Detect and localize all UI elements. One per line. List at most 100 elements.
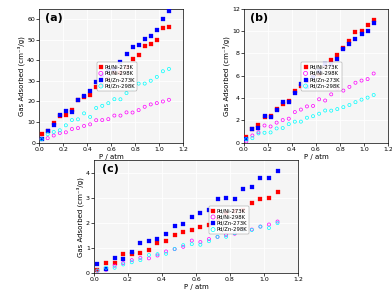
Pd/Ni-298K	[142, 105, 148, 109]
Legend: Pd/Ni-273K, Pd/Ni-298K, Pd/Zn-273K, Pd/Zn-298K: Pd/Ni-273K, Pd/Ni-298K, Pd/Zn-273K, Pd/Z…	[301, 62, 342, 91]
Pd/Zn-298K	[142, 81, 148, 86]
Pd/Zn-298K	[261, 130, 268, 135]
Pd/Ni-273K	[111, 260, 118, 265]
Pd/Ni-273K	[286, 99, 292, 104]
Pd/Zn-273K	[223, 195, 229, 200]
Pd/Ni-298K	[352, 80, 359, 85]
Pd/Ni-273K	[123, 65, 130, 69]
Pd/Zn-273K	[63, 109, 69, 114]
Pd/Zn-273K	[172, 223, 178, 228]
Pd/Zn-298K	[57, 128, 63, 133]
Pd/Ni-298K	[38, 136, 45, 141]
Pd/Ni-298K	[69, 127, 75, 132]
Pd/Zn-273K	[99, 73, 105, 78]
Pd/Zn-273K	[328, 62, 334, 67]
Pd/Ni-298K	[146, 256, 152, 261]
Legend: Pd/Ni-273K, Pd/Ni-298K, Pd/Zn-273K, Pd/Zn-298K: Pd/Ni-273K, Pd/Ni-298K, Pd/Zn-273K, Pd/Z…	[209, 206, 249, 234]
Y-axis label: Gas Adsorbed (cm⁻³/g): Gas Adsorbed (cm⁻³/g)	[222, 36, 230, 116]
Pd/Ni-273K	[163, 238, 169, 243]
Pd/Zn-298K	[146, 252, 152, 257]
Pd/Ni-273K	[93, 85, 99, 90]
Pd/Zn-298K	[163, 251, 169, 256]
Pd/Zn-298K	[69, 118, 75, 122]
Pd/Ni-273K	[57, 113, 63, 118]
Pd/Zn-298K	[63, 123, 69, 128]
Pd/Ni-273K	[154, 241, 161, 246]
Pd/Zn-273K	[166, 9, 172, 14]
Pd/Zn-273K	[352, 37, 359, 42]
Pd/Ni-273K	[45, 128, 51, 133]
Pd/Zn-298K	[160, 69, 166, 74]
Pd/Zn-273K	[334, 57, 340, 62]
Pd/Ni-273K	[298, 83, 304, 88]
Pd/Ni-298K	[45, 136, 51, 140]
Pd/Zn-298K	[180, 243, 186, 248]
Pd/Zn-273K	[146, 239, 152, 244]
Pd/Ni-298K	[123, 110, 130, 115]
Pd/Ni-298K	[105, 117, 111, 121]
Pd/Ni-298K	[214, 235, 221, 239]
Pd/Ni-273K	[346, 39, 352, 44]
Pd/Ni-298K	[316, 97, 322, 102]
Pd/Zn-273K	[255, 125, 261, 130]
Pd/Ni-298K	[189, 238, 195, 243]
Pd/Zn-298K	[316, 111, 322, 116]
Pd/Ni-298K	[117, 113, 123, 118]
Pd/Ni-298K	[75, 126, 81, 130]
Pd/Zn-273K	[261, 113, 268, 118]
Pd/Ni-298K	[257, 224, 263, 229]
Pd/Zn-298K	[365, 95, 371, 100]
Pd/Ni-298K	[163, 249, 169, 254]
Pd/Zn-298K	[137, 258, 143, 263]
Pd/Zn-273K	[189, 215, 195, 220]
Pd/Zn-273K	[197, 211, 203, 215]
X-axis label: P / atm: P / atm	[99, 154, 123, 160]
Pd/Zn-298K	[148, 78, 154, 83]
Pd/Ni-298K	[274, 120, 280, 125]
Pd/Zn-298K	[154, 252, 161, 257]
Pd/Ni-298K	[286, 116, 292, 121]
Pd/Zn-298K	[105, 101, 111, 105]
Pd/Zn-298K	[172, 247, 178, 251]
Legend: Pd/Ni-273K, Pd/Ni-298K, Pd/Zn-273K, Pd/Zn-298K: Pd/Ni-273K, Pd/Ni-298K, Pd/Zn-273K, Pd/Z…	[96, 62, 137, 91]
Pd/Zn-298K	[94, 268, 101, 273]
Pd/Zn-298K	[75, 117, 81, 122]
Pd/Ni-273K	[267, 113, 274, 118]
Pd/Ni-273K	[214, 217, 221, 222]
Pd/Zn-273K	[257, 176, 263, 181]
Pd/Zn-298K	[266, 226, 272, 230]
Pd/Zn-273K	[123, 52, 130, 57]
Pd/Ni-298K	[249, 133, 256, 138]
Pd/Ni-298K	[365, 77, 371, 81]
Pd/Zn-273K	[148, 33, 154, 38]
Pd/Ni-273K	[146, 247, 152, 252]
Pd/Zn-298K	[340, 105, 347, 110]
Pd/Ni-298K	[81, 124, 87, 128]
Pd/Ni-298K	[94, 268, 101, 273]
Pd/Zn-273K	[57, 113, 63, 117]
Pd/Zn-298K	[111, 266, 118, 270]
Pd/Zn-298K	[166, 67, 172, 71]
Pd/Ni-298K	[206, 237, 212, 241]
Pd/Ni-273K	[340, 46, 347, 50]
Pd/Ni-273K	[81, 95, 87, 99]
Pd/Ni-273K	[310, 74, 316, 78]
Pd/Ni-298K	[334, 86, 340, 91]
Pd/Ni-273K	[38, 132, 45, 136]
Pd/Zn-298K	[240, 228, 247, 233]
Pd/Ni-273K	[136, 53, 142, 57]
Pd/Zn-298K	[334, 107, 340, 111]
Pd/Zn-298K	[223, 234, 229, 239]
Pd/Zn-298K	[154, 75, 160, 79]
Pd/Ni-273K	[261, 114, 268, 119]
Pd/Zn-273K	[206, 208, 212, 212]
Pd/Zn-273K	[120, 257, 126, 261]
Pd/Ni-298K	[243, 139, 249, 144]
Pd/Ni-273K	[142, 44, 148, 49]
Pd/Ni-298K	[346, 84, 352, 89]
Pd/Zn-273K	[346, 42, 352, 47]
Pd/Ni-273K	[117, 70, 123, 75]
Pd/Ni-273K	[334, 53, 340, 58]
Pd/Ni-298K	[249, 227, 255, 232]
Pd/Ni-298K	[292, 110, 298, 114]
